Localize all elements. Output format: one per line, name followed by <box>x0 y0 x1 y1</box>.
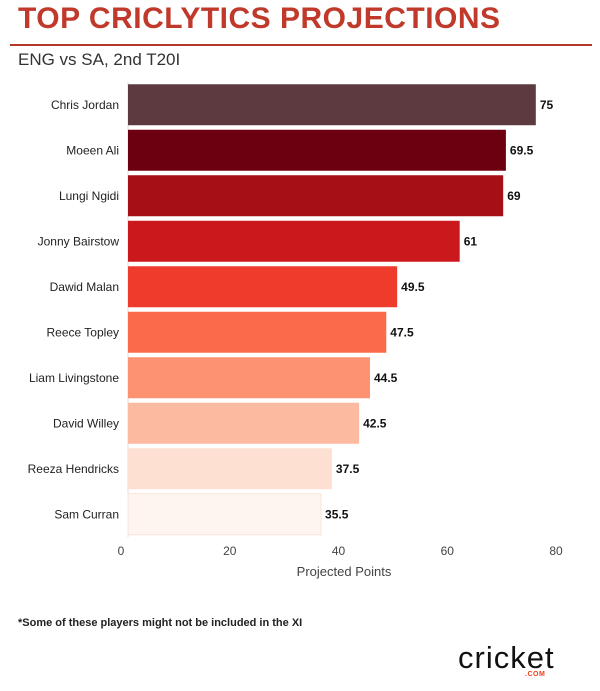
bar-0 <box>128 84 536 126</box>
footnote: *Some of these players might not be incl… <box>18 617 303 629</box>
value-label: 47.5 <box>390 325 414 339</box>
bar-8 <box>128 448 332 490</box>
value-label: 49.5 <box>401 280 425 294</box>
value-label: 42.5 <box>363 416 387 430</box>
value-label: 35.5 <box>325 507 349 521</box>
chart-title: TOP CRICLYTICS PROJECTIONS <box>18 2 501 35</box>
bar-1 <box>128 129 506 171</box>
x-tick-label: 60 <box>441 544 455 558</box>
value-label: 75 <box>540 98 554 112</box>
category-label: Reece Topley <box>47 325 120 339</box>
category-label: Dawid Malan <box>50 280 119 294</box>
category-label: Chris Jordan <box>51 98 119 112</box>
category-label: Liam Livingstone <box>29 371 119 385</box>
value-label: 44.5 <box>374 371 398 385</box>
value-label: 61 <box>464 234 478 248</box>
x-tick-label: 80 <box>549 544 563 558</box>
category-label: Jonny Bairstow <box>38 234 120 248</box>
value-label: 37.5 <box>336 462 360 476</box>
x-tick-label: 0 <box>118 544 125 558</box>
bar-5 <box>128 311 387 353</box>
bar-4 <box>128 266 398 308</box>
logo-wordmark: cricket <box>458 640 555 675</box>
bar-chart: Chris Jordan 75 Moeen Ali 69.5 Lungi Ngidi 69… <box>28 82 563 579</box>
category-label: David Willey <box>53 416 119 430</box>
category-label: Lungi Ngidi <box>59 189 119 203</box>
bar-9 <box>127 493 322 536</box>
category-label: Reeza Hendricks <box>28 462 119 476</box>
value-label: 69 <box>507 189 521 203</box>
cricket-com-logo: cricket .COM <box>458 640 578 682</box>
title-divider <box>10 44 592 46</box>
bar-3 <box>128 220 460 262</box>
x-axis-title: Projected Points <box>297 564 392 579</box>
category-label: Moeen Ali <box>66 143 119 157</box>
x-tick-label: 20 <box>223 544 237 558</box>
value-label: 69.5 <box>510 143 534 157</box>
bar-2 <box>128 175 504 217</box>
x-tick-label: 40 <box>332 544 346 558</box>
bar-6 <box>128 357 370 399</box>
category-label: Sam Curran <box>54 507 119 521</box>
logo-domain: .COM <box>525 671 546 678</box>
chart-subtitle: ENG vs SA, 2nd T20I <box>18 50 181 69</box>
bar-7 <box>128 402 360 444</box>
